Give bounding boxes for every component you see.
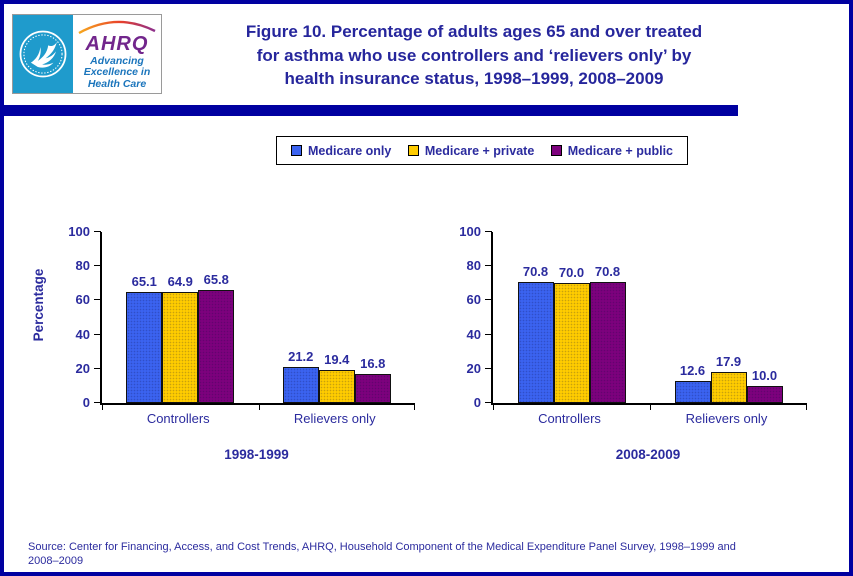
header-divider-rule bbox=[4, 105, 738, 116]
y-tick-mark bbox=[94, 402, 101, 403]
plot-area: 65.1 64.9 65.8 21.2 19.4 16.8 bbox=[94, 231, 415, 410]
rainbow-swoosh-icon bbox=[78, 20, 156, 34]
bar-medicare-only bbox=[126, 291, 163, 403]
figure-title-line1: Figure 10. Percentage of adults ages 65 … bbox=[245, 22, 703, 41]
y-tick-label: 0 bbox=[82, 395, 90, 410]
bar-value-label: 16.8 bbox=[360, 356, 386, 372]
y-tick-mark bbox=[94, 299, 101, 301]
category-label: Controllers bbox=[146, 411, 210, 426]
bar-medicare-public bbox=[589, 281, 626, 403]
source-line2: 2008–2009 bbox=[28, 555, 84, 567]
bar-value-label: 10.0 bbox=[751, 367, 778, 383]
period-label: 1998-1999 bbox=[224, 447, 289, 462]
x-tick-mark bbox=[650, 405, 651, 410]
bar-value-label: 65.8 bbox=[203, 272, 229, 288]
bar-value-label: 19.4 bbox=[324, 351, 350, 367]
figure-title: Figure 10. Percentage of adults ages 65 … bbox=[172, 20, 776, 91]
legend-swatch-blue bbox=[291, 145, 302, 156]
legend-label: Medicare only bbox=[308, 143, 392, 158]
y-tick-label: 60 bbox=[466, 292, 481, 308]
y-tick-mark bbox=[94, 367, 101, 369]
bar-value-label: 70.8 bbox=[522, 263, 549, 279]
tagline-line: Advancing bbox=[90, 54, 144, 67]
y-tick-label: 40 bbox=[75, 326, 90, 342]
bar-value-label: 70.8 bbox=[594, 263, 621, 279]
y-tick-mark bbox=[485, 299, 492, 301]
plot-area: 70.8 70.0 70.8 12.6 17.9 10.0 bbox=[485, 231, 807, 410]
legend-swatch-purple bbox=[550, 145, 562, 156]
category-label: Relievers only bbox=[293, 411, 376, 426]
hhs-seal-icon bbox=[13, 15, 73, 93]
bar-medicare-public bbox=[198, 290, 235, 403]
ahrq-wordmark: AHRQ bbox=[85, 32, 149, 55]
y-tick-mark bbox=[485, 367, 492, 369]
y-tick-mark bbox=[94, 231, 101, 232]
bar-value-label: 64.9 bbox=[167, 274, 193, 290]
bar-chart-2008-2009: 70.8 70.0 70.8 12.6 17.9 10.0 0 20 40 60 80 100 Con… bbox=[425, 224, 825, 487]
x-tick-mark bbox=[414, 405, 415, 410]
y-tick-mark bbox=[94, 265, 101, 267]
bar-value-label: 65.1 bbox=[131, 273, 157, 289]
bar-medicare-only bbox=[674, 381, 711, 403]
x-tick-mark bbox=[258, 405, 260, 410]
legend-label: Medicare + private bbox=[424, 143, 535, 158]
bar-medicare-private bbox=[710, 372, 747, 403]
bar-medicare-public bbox=[354, 374, 391, 403]
y-tick-label: 100 bbox=[68, 224, 90, 239]
bar-value-label: 21.2 bbox=[288, 348, 314, 364]
figure-title-line2: for asthma who use controllers and ‘reli… bbox=[256, 45, 692, 65]
y-tick-mark bbox=[485, 402, 492, 403]
bar-chart-1998-1999: 65.1 64.9 65.8 21.2 19.4 16.8 0 20 40 60 80 100 Con… bbox=[30, 224, 430, 487]
y-tick-mark bbox=[94, 333, 101, 335]
tagline-line: Excellence in bbox=[83, 66, 151, 79]
chart-legend: Medicare only Medicare + private Medicar… bbox=[276, 136, 688, 165]
y-tick-label: 40 bbox=[466, 326, 481, 342]
bar-value-label: 70.0 bbox=[558, 265, 585, 281]
y-tick-mark bbox=[485, 231, 492, 232]
x-tick-mark bbox=[493, 405, 494, 410]
bar-medicare-public bbox=[746, 385, 783, 403]
ahrq-logo-text: AHRQ Advancing Excellence in Health Care bbox=[73, 15, 161, 93]
y-tick-label: 20 bbox=[466, 360, 481, 376]
bar-medicare-only bbox=[282, 366, 319, 403]
y-tick-mark bbox=[485, 333, 492, 335]
y-tick-mark bbox=[485, 265, 492, 267]
x-tick-mark bbox=[806, 405, 807, 410]
source-line1: Source: Center for Financing, Access, an… bbox=[28, 541, 736, 553]
legend-item-medicare-private: Medicare + private bbox=[407, 143, 535, 158]
bar-value-label: 12.6 bbox=[679, 363, 706, 379]
bar-value-label: 17.9 bbox=[715, 354, 742, 370]
y-tick-label: 100 bbox=[459, 224, 481, 239]
y-tick-label: 60 bbox=[75, 292, 90, 308]
bar-medicare-private bbox=[162, 292, 199, 403]
figure-title-line3: health insurance status, 1998–1999, 2008… bbox=[284, 69, 664, 88]
category-label: Relievers only bbox=[685, 411, 768, 426]
legend-item-medicare-only: Medicare only bbox=[291, 144, 391, 158]
tagline-line: Health Care bbox=[87, 77, 147, 90]
bar-medicare-only bbox=[517, 281, 554, 403]
legend-label: Medicare + public bbox=[567, 143, 673, 158]
period-label: 2008-2009 bbox=[615, 447, 681, 462]
source-note: Source: Center for Financing, Access, an… bbox=[28, 540, 834, 568]
legend-item-medicare-public: Medicare + public bbox=[550, 143, 673, 158]
x-tick-mark bbox=[102, 405, 103, 410]
y-tick-label: 80 bbox=[75, 258, 90, 274]
legend-swatch-yellow bbox=[407, 145, 419, 156]
bar-medicare-private bbox=[318, 369, 355, 403]
bar-medicare-private bbox=[553, 283, 590, 403]
ahrq-logo: AHRQ Advancing Excellence in Health Care bbox=[12, 14, 162, 94]
ahrq-tagline: Advancing Excellence in Health Care bbox=[83, 54, 151, 91]
category-label: Controllers bbox=[538, 411, 601, 426]
y-tick-label: 20 bbox=[75, 360, 90, 376]
y-tick-label: 80 bbox=[466, 258, 481, 274]
y-tick-label: 0 bbox=[473, 395, 481, 410]
